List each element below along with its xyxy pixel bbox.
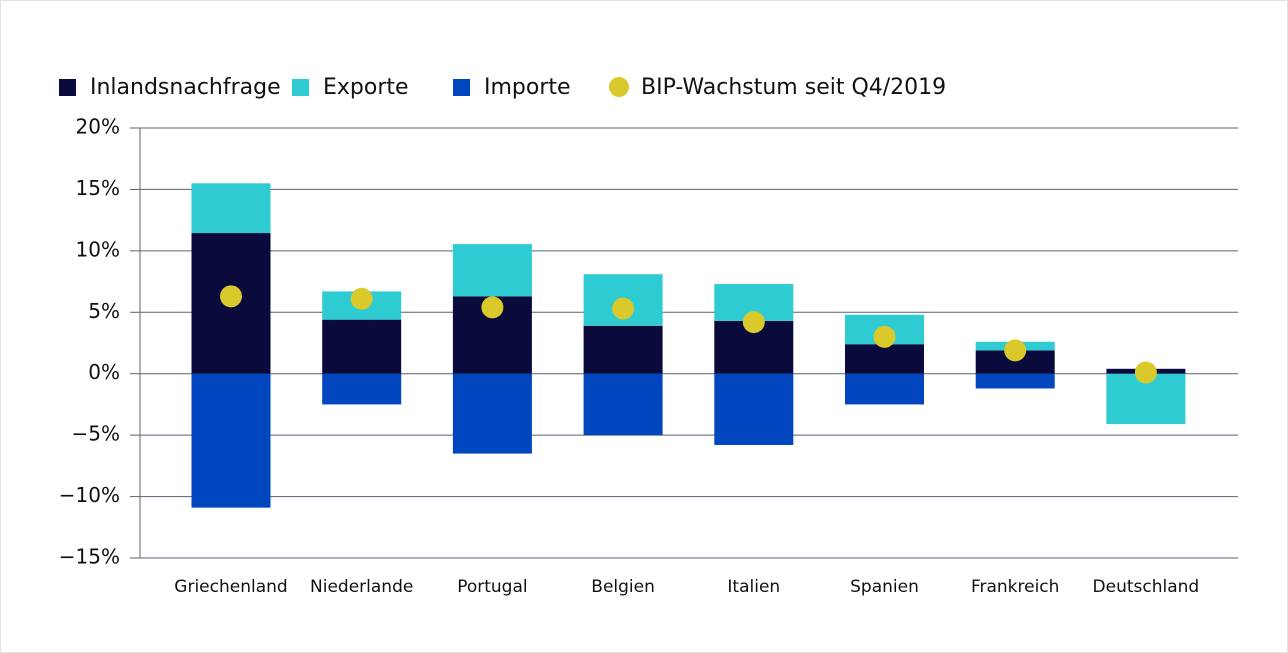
- dot: [481, 296, 504, 319]
- y-tick-label: 15%: [76, 176, 120, 200]
- legend-label: BIP-Wachstum seit Q4/2019: [641, 75, 946, 100]
- y-tick-label: 0%: [88, 360, 120, 384]
- legend-marker: [59, 79, 76, 96]
- y-tick-label: 5%: [88, 299, 120, 323]
- bar-segment: [191, 183, 271, 234]
- y-tick-label: −5%: [72, 422, 121, 446]
- bar-segment: [452, 373, 532, 454]
- bar-segment: [322, 319, 402, 374]
- x-tick-label: Belgien: [591, 577, 655, 597]
- bar-segment: [714, 373, 794, 445]
- x-tick-label: Spanien: [850, 577, 919, 597]
- x-tick-label: Portugal: [457, 577, 527, 597]
- dot: [1004, 339, 1027, 362]
- bar-segment: [975, 350, 1055, 374]
- x-tick-label: Deutschland: [1093, 577, 1200, 597]
- x-tick-label: Griechenland: [174, 577, 287, 597]
- dot: [873, 325, 896, 348]
- bar-segment: [845, 373, 924, 405]
- bar-segment: [975, 373, 1055, 389]
- legend-label: Importe: [484, 75, 571, 100]
- dot: [742, 311, 765, 334]
- dot: [350, 287, 373, 310]
- legend-marker: [609, 77, 629, 97]
- y-tick-label: 10%: [76, 237, 120, 261]
- bar-segment: [452, 244, 532, 297]
- dot: [220, 285, 242, 308]
- legend-marker: [453, 79, 470, 96]
- bar-segment: [845, 344, 924, 374]
- y-tick-label: −10%: [59, 483, 120, 507]
- legend-marker: [292, 79, 309, 96]
- legend-label: Inlandsnachfrage: [90, 75, 281, 100]
- x-tick-label: Niederlande: [310, 577, 413, 597]
- bar-segment: [191, 373, 271, 508]
- bar-segment: [583, 373, 663, 436]
- y-tick-label: 20%: [76, 115, 120, 139]
- bar-segment: [583, 325, 663, 374]
- x-tick-label: Italien: [727, 577, 780, 597]
- dot: [612, 297, 635, 320]
- bar-segment: [322, 373, 402, 405]
- dot: [1134, 361, 1157, 384]
- x-tick-label: Frankreich: [971, 577, 1060, 597]
- legend-label: Exporte: [323, 75, 409, 100]
- y-tick-label: −15%: [59, 545, 120, 569]
